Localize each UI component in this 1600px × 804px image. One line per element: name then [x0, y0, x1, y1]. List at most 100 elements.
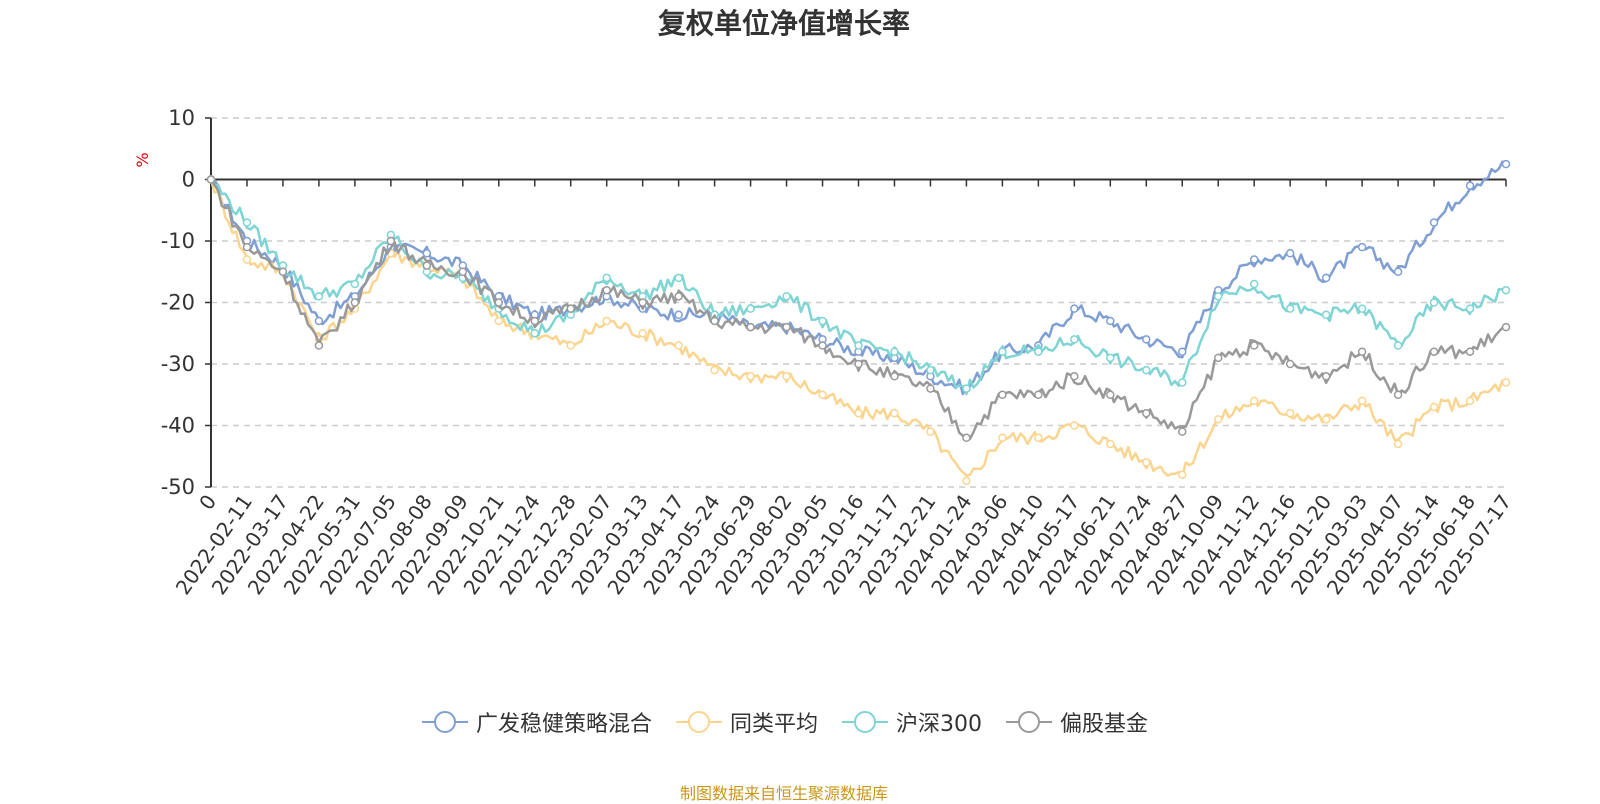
data-point[interactable] — [1285, 249, 1295, 258]
data-point[interactable] — [1142, 335, 1151, 344]
data-point[interactable] — [890, 347, 899, 356]
data-point[interactable] — [242, 255, 252, 264]
legend-item[interactable]: 偏股基金 — [1004, 706, 1148, 738]
data-point[interactable] — [998, 390, 1007, 399]
data-point[interactable] — [890, 408, 899, 418]
data-point[interactable] — [926, 365, 935, 375]
data-point[interactable] — [1501, 285, 1511, 295]
data-point[interactable] — [1357, 304, 1367, 313]
data-point[interactable] — [1034, 347, 1043, 356]
data-point[interactable] — [530, 316, 539, 326]
data-point[interactable] — [602, 273, 611, 283]
data-point[interactable] — [1285, 304, 1295, 313]
data-point[interactable] — [674, 341, 683, 350]
data-point[interactable] — [854, 408, 863, 418]
data-point[interactable] — [1321, 415, 1331, 424]
data-point[interactable] — [1321, 273, 1331, 283]
data-point[interactable] — [818, 390, 827, 399]
data-point[interactable] — [1285, 408, 1295, 418]
data-point[interactable] — [1393, 341, 1403, 350]
data-point[interactable] — [1178, 347, 1187, 356]
data-point[interactable] — [638, 298, 647, 307]
data-point[interactable] — [1501, 322, 1511, 332]
data-point[interactable] — [1321, 372, 1331, 381]
data-point[interactable] — [1213, 415, 1223, 424]
series-line-1[interactable] — [209, 179, 1507, 478]
data-point[interactable] — [350, 279, 360, 289]
data-point[interactable] — [314, 316, 324, 326]
data-point[interactable] — [1429, 347, 1439, 356]
data-point[interactable] — [530, 329, 539, 338]
data-point[interactable] — [710, 316, 719, 326]
data-point[interactable] — [1034, 433, 1043, 443]
data-point[interactable] — [1393, 267, 1403, 276]
data-point[interactable] — [1070, 335, 1079, 344]
data-point[interactable] — [1178, 378, 1187, 387]
data-point[interactable] — [998, 347, 1007, 356]
data-point[interactable] — [1357, 347, 1367, 356]
data-point[interactable] — [1429, 298, 1439, 307]
data-point[interactable] — [1213, 353, 1223, 363]
data-point[interactable] — [1106, 439, 1115, 449]
data-point[interactable] — [854, 359, 863, 369]
data-point[interactable] — [674, 273, 683, 283]
data-point[interactable] — [458, 267, 468, 276]
data-point[interactable] — [386, 236, 396, 246]
data-point[interactable] — [566, 304, 575, 313]
data-point[interactable] — [1249, 341, 1259, 350]
legend-item[interactable]: 广发稳健策略混合 — [420, 706, 652, 738]
data-point[interactable] — [1106, 390, 1115, 399]
data-point[interactable] — [206, 175, 216, 184]
data-point[interactable] — [314, 341, 324, 350]
data-point[interactable] — [1142, 458, 1151, 467]
data-point[interactable] — [1249, 255, 1259, 264]
data-point[interactable] — [1249, 396, 1259, 406]
data-point[interactable] — [602, 316, 611, 326]
data-point[interactable] — [1393, 439, 1403, 449]
data-point[interactable] — [494, 298, 504, 307]
data-point[interactable] — [1465, 347, 1475, 356]
data-point[interactable] — [1213, 292, 1223, 301]
data-point[interactable] — [1249, 279, 1259, 289]
data-point[interactable] — [1393, 390, 1403, 399]
data-point[interactable] — [998, 433, 1007, 443]
data-point[interactable] — [782, 322, 791, 332]
data-point[interactable] — [746, 304, 755, 313]
data-point[interactable] — [710, 365, 719, 375]
data-point[interactable] — [1501, 159, 1511, 169]
data-point[interactable] — [926, 384, 935, 393]
data-point[interactable] — [674, 292, 683, 301]
data-point[interactable] — [314, 292, 324, 301]
data-point[interactable] — [962, 384, 971, 393]
data-point[interactable] — [962, 476, 971, 486]
data-point[interactable] — [926, 427, 935, 436]
data-point[interactable] — [1465, 181, 1475, 190]
data-point[interactable] — [1285, 359, 1295, 369]
data-point[interactable] — [1142, 408, 1151, 418]
data-point[interactable] — [1321, 310, 1331, 320]
data-point[interactable] — [350, 298, 360, 307]
data-point[interactable] — [1178, 470, 1187, 479]
data-point[interactable] — [1178, 427, 1187, 436]
data-point[interactable] — [422, 261, 432, 270]
legend-item[interactable]: 同类平均 — [674, 706, 818, 738]
data-point[interactable] — [674, 310, 683, 320]
data-point[interactable] — [746, 372, 755, 381]
data-point[interactable] — [1357, 242, 1367, 252]
data-point[interactable] — [602, 285, 611, 295]
data-point[interactable] — [638, 329, 647, 338]
data-point[interactable] — [962, 433, 971, 443]
data-point[interactable] — [1106, 316, 1115, 326]
data-point[interactable] — [1070, 372, 1079, 381]
data-point[interactable] — [1429, 218, 1439, 227]
data-point[interactable] — [1142, 365, 1151, 375]
data-point[interactable] — [1070, 304, 1079, 313]
data-point[interactable] — [242, 242, 252, 252]
data-point[interactable] — [782, 292, 791, 301]
data-point[interactable] — [1429, 402, 1439, 412]
data-point[interactable] — [1465, 396, 1475, 406]
data-point[interactable] — [494, 316, 504, 326]
data-point[interactable] — [422, 249, 432, 258]
data-point[interactable] — [1106, 353, 1115, 363]
data-point[interactable] — [818, 341, 827, 350]
